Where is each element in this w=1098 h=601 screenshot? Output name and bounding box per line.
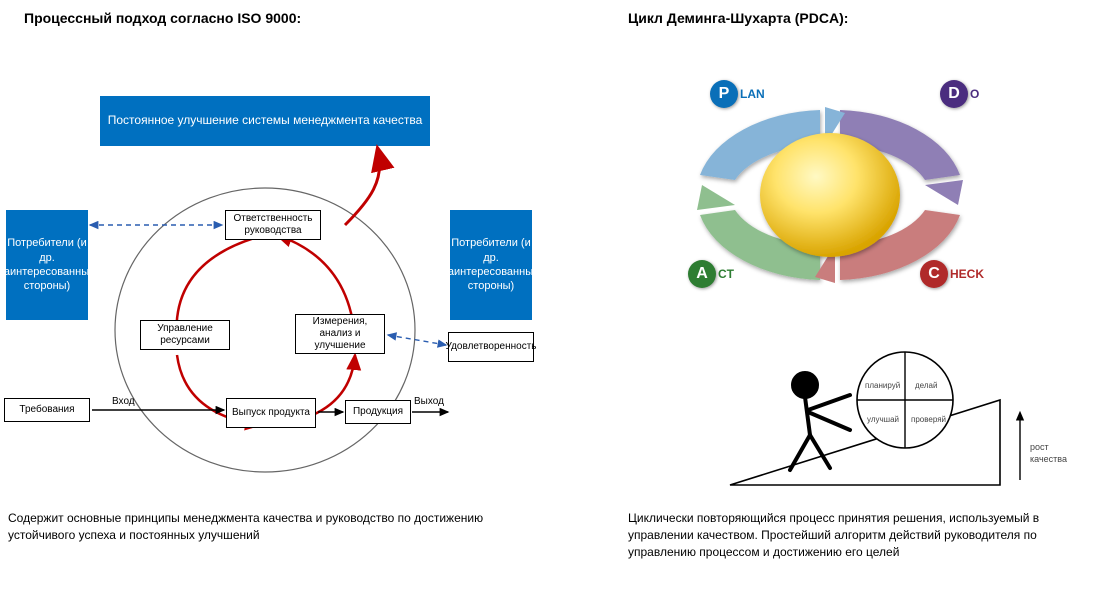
q-plan: планируй xyxy=(865,381,900,390)
svg-text:качества: качества xyxy=(1030,454,1067,464)
svg-text:рост: рост xyxy=(1030,442,1049,452)
page: Процессный подход согласно ISO 9000: Цик… xyxy=(0,0,1098,601)
pdca-donut: P LAN D O C HECK A CT xyxy=(640,60,1020,320)
q-act: улучшай xyxy=(867,415,899,424)
plan-word: LAN xyxy=(740,87,765,101)
do-word: O xyxy=(970,87,979,101)
right-title: Цикл Деминга-Шухарта (PDCA): xyxy=(628,10,848,26)
right-description: Циклически повторяющийся процесс приняти… xyxy=(628,510,1083,560)
left-description: Содержит основные принципы менеджмента к… xyxy=(8,510,538,544)
check-badge: C xyxy=(920,260,948,288)
plan-badge: P xyxy=(710,80,738,108)
check-word: HECK xyxy=(950,267,984,281)
act-badge: A xyxy=(688,260,716,288)
act-word: CT xyxy=(718,267,734,281)
q-do: делай xyxy=(915,381,937,390)
left-connectors xyxy=(0,0,560,500)
do-badge: D xyxy=(940,80,968,108)
incline-diagram: рост качества планируй делай улучшай про… xyxy=(700,340,1070,510)
q-check: проверяй xyxy=(911,415,946,424)
